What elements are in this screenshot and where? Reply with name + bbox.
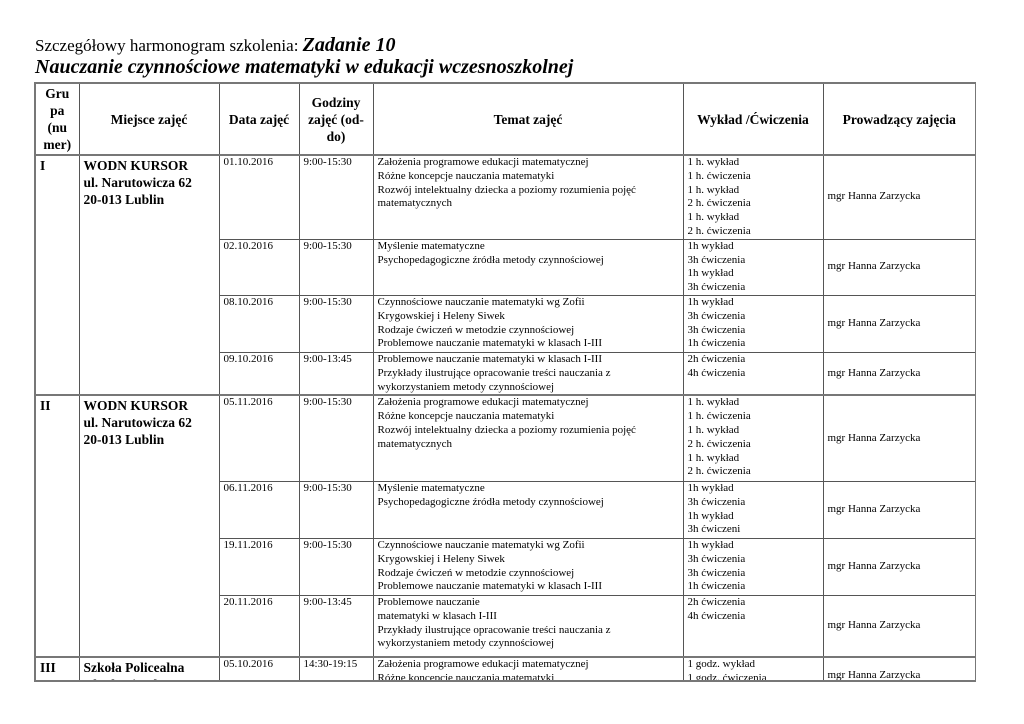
header-date: Data zajęć [218, 82, 300, 156]
hours-cell: 9:00-15:30 [298, 238, 374, 296]
place-cell: Szkoła Policealna Akademia ul. [78, 656, 220, 680]
table-row: 08.10.2016 9:00-15:30 Czynnościowe nauczan… [35, 294, 976, 353]
teacher-cell: mgr Hanna Zarzycka [822, 238, 976, 296]
date-cell: 08.10.2016 [218, 294, 300, 353]
hours-cell: 9:00-13:45 [298, 351, 374, 396]
header-group: Gru pa (nu mer) [34, 82, 80, 156]
hours-cell: 9:00-15:30 [298, 537, 374, 596]
type-cell: 1 h. wykład 1 h. ćwiczenia 1 h. wykład 2… [682, 394, 824, 482]
place-cell: WODN KURSOR ul. Narutowicza 62 20-013 Lu… [78, 394, 220, 658]
date-cell: 20.11.2016 [218, 594, 300, 658]
hours-cell: 14:30-19:15 [298, 656, 374, 680]
topic-cell: Założenia programowe edukacji matematycz… [372, 394, 684, 482]
type-cell: 1h wykład 3h ćwiczenia 3h ćwiczenia 1h ć… [682, 294, 824, 353]
table-row: II WODN KURSOR ul. Narutowicza 62 20-013 … [34, 394, 976, 658]
group-number-cell: III [34, 656, 80, 680]
header-type: Wykład /Ćwiczenia [682, 82, 824, 156]
header-topic: Temat zajęć [372, 82, 684, 156]
table-row: 19.11.2016 9:00-15:30 Czynnościowe nauczan… [35, 537, 976, 596]
date-cell: 09.10.2016 [218, 351, 300, 396]
table-row: I WODN KURSOR ul. Narutowicza 62 20-013 L… [34, 153, 976, 396]
date-cell: 05.10.2016 [218, 656, 300, 680]
table-row: 06.11.2016 9:00-15:30 Myślenie matematyczn… [35, 480, 976, 539]
table-row: 02.10.2016 9:00-15:30 Myślenie matematyczn… [35, 238, 976, 296]
teacher-cell: mgr Hanna Zarzycka [822, 594, 976, 658]
date-cell: 19.11.2016 [218, 537, 300, 596]
teacher-cell: mgr Hanna Zarzycka [822, 351, 976, 396]
document-subtitle: Nauczanie czynnościowe matematyki w eduk… [35, 56, 574, 78]
date-cell: 02.10.2016 [218, 238, 300, 296]
type-cell: 1h wykład 3h ćwiczenia 1h wykład 3h ćwic… [682, 238, 824, 296]
hours-cell: 9:00-15:30 [298, 153, 374, 240]
task-name: Zadanie 10 [302, 34, 396, 56]
teacher-cell: mgr Hanna Zarzycka [822, 394, 976, 482]
header-row: Gru pa (nu mer) Miejsce zajęć Data zajęć… [34, 82, 976, 156]
teacher-cell: mgr Hanna Zarzycka [822, 656, 976, 680]
date-cell: 01.10.2016 [218, 153, 300, 240]
teacher-cell: mgr Hanna Zarzycka [822, 153, 976, 240]
header-teacher: Prowadzący zajęcia [822, 82, 976, 156]
type-cell: 2h ćwiczenia 4h ćwiczenia [682, 594, 824, 658]
date-cell: 06.11.2016 [218, 480, 300, 539]
type-cell: 1h wykład 3h ćwiczenia 1h wykład 3h ćwic… [682, 480, 824, 539]
topic-cell: Problemowe nauczanie matematyki w klasac… [372, 351, 684, 396]
group-number-cell: I [34, 153, 80, 396]
document-title: Szczegółowy harmonogram szkolenia: Zadan… [35, 34, 395, 57]
hours-cell: 9:00-15:30 [298, 394, 374, 482]
table-row: 20.11.2016 9:00-13:45 Problemowe nauczanie… [35, 594, 976, 658]
topic-cell: Założenia programowe edukacji matematycz… [372, 153, 684, 240]
type-cell: 1 h. wykład 1 h. ćwiczenia 1 h. wykład 2… [682, 153, 824, 240]
hours-cell: 9:00-13:45 [298, 594, 374, 658]
type-cell: 1 godz. wykład 1 godz. ćwiczenia [682, 656, 824, 680]
teacher-cell: mgr Hanna Zarzycka [822, 294, 976, 353]
schedule-table-container: Gru pa (nu mer) Miejsce zajęć Data zajęć… [34, 82, 976, 682]
topic-cell: Myślenie matematyczne Psychopedagogiczne… [372, 238, 684, 296]
topic-cell: Czynnościowe nauczanie matematyki wg Zof… [372, 537, 684, 596]
group-number-cell: II [34, 394, 80, 658]
type-cell: 1h wykład 3h ćwiczenia 3h ćwiczenia 1h ć… [682, 537, 824, 596]
schedule-table: Gru pa (nu mer) Miejsce zajęć Data zajęć… [34, 82, 976, 680]
header-hours: Godziny zajęć (od-do) [298, 82, 374, 156]
topic-cell: Myślenie matematyczne Psychopedagogiczne… [372, 480, 684, 539]
topic-cell: Założenia programowe edukacji matematycz… [372, 656, 684, 680]
title-prefix: Szczegółowy harmonogram szkolenia: [35, 36, 303, 55]
type-cell: 2h ćwiczenia 4h ćwiczenia [682, 351, 824, 396]
hours-cell: 9:00-15:30 [298, 294, 374, 353]
topic-cell: Czynnościowe nauczanie matematyki wg Zof… [372, 294, 684, 353]
place-cell: WODN KURSOR ul. Narutowicza 62 20-013 Lu… [78, 153, 220, 396]
teacher-cell: mgr Hanna Zarzycka [822, 537, 976, 596]
table-row: 09.10.2016 9:00-13:45 Problemowe nauczanie… [35, 351, 976, 396]
date-cell: 05.11.2016 [218, 394, 300, 482]
teacher-cell: mgr Hanna Zarzycka [822, 480, 976, 539]
topic-cell: Problemowe nauczanie matematyki w klasac… [372, 594, 684, 658]
header-place: Miejsce zajęć [78, 82, 220, 156]
hours-cell: 9:00-15:30 [298, 480, 374, 539]
